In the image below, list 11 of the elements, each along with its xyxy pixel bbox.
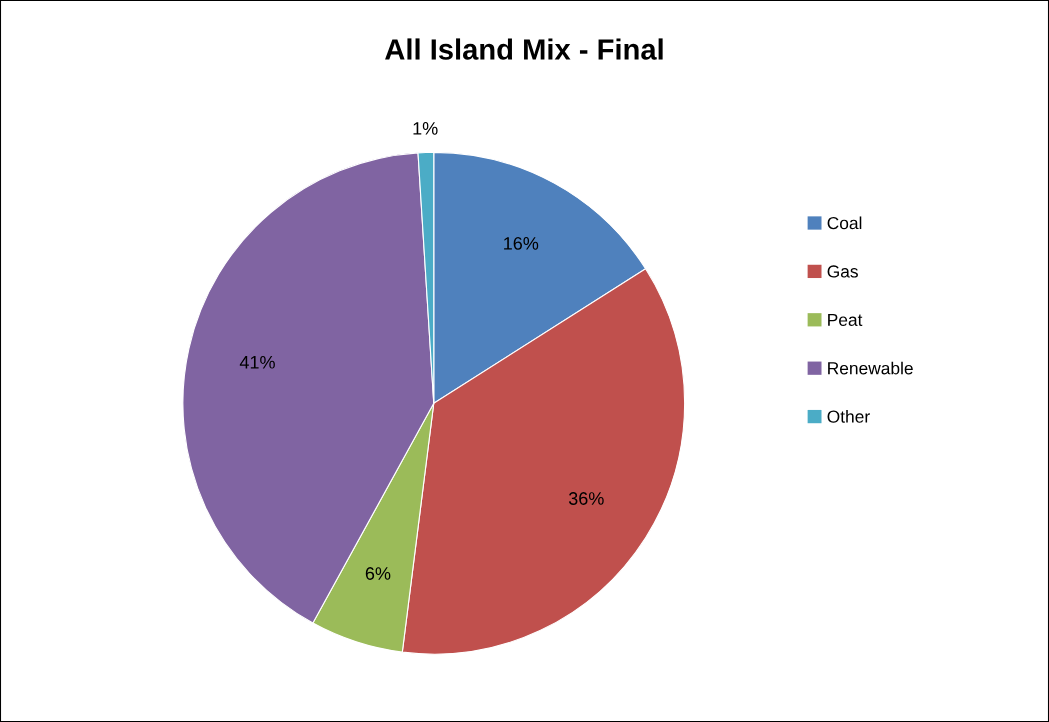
- data-label: 1%: [413, 122, 438, 135]
- legend-label: Other: [827, 410, 870, 423]
- data-label: 41%: [239, 355, 275, 369]
- data-label: 16%: [504, 237, 539, 250]
- data-label: 36%: [568, 492, 604, 505]
- legend-label: Peat: [828, 313, 863, 326]
- legend-label: Gas: [827, 265, 858, 278]
- chart-title: All Island Mix - Final: [385, 38, 663, 60]
- legend-label: Coal: [827, 216, 862, 230]
- data-label: 6%: [365, 567, 391, 580]
- legend-label: Renewable: [828, 361, 913, 375]
